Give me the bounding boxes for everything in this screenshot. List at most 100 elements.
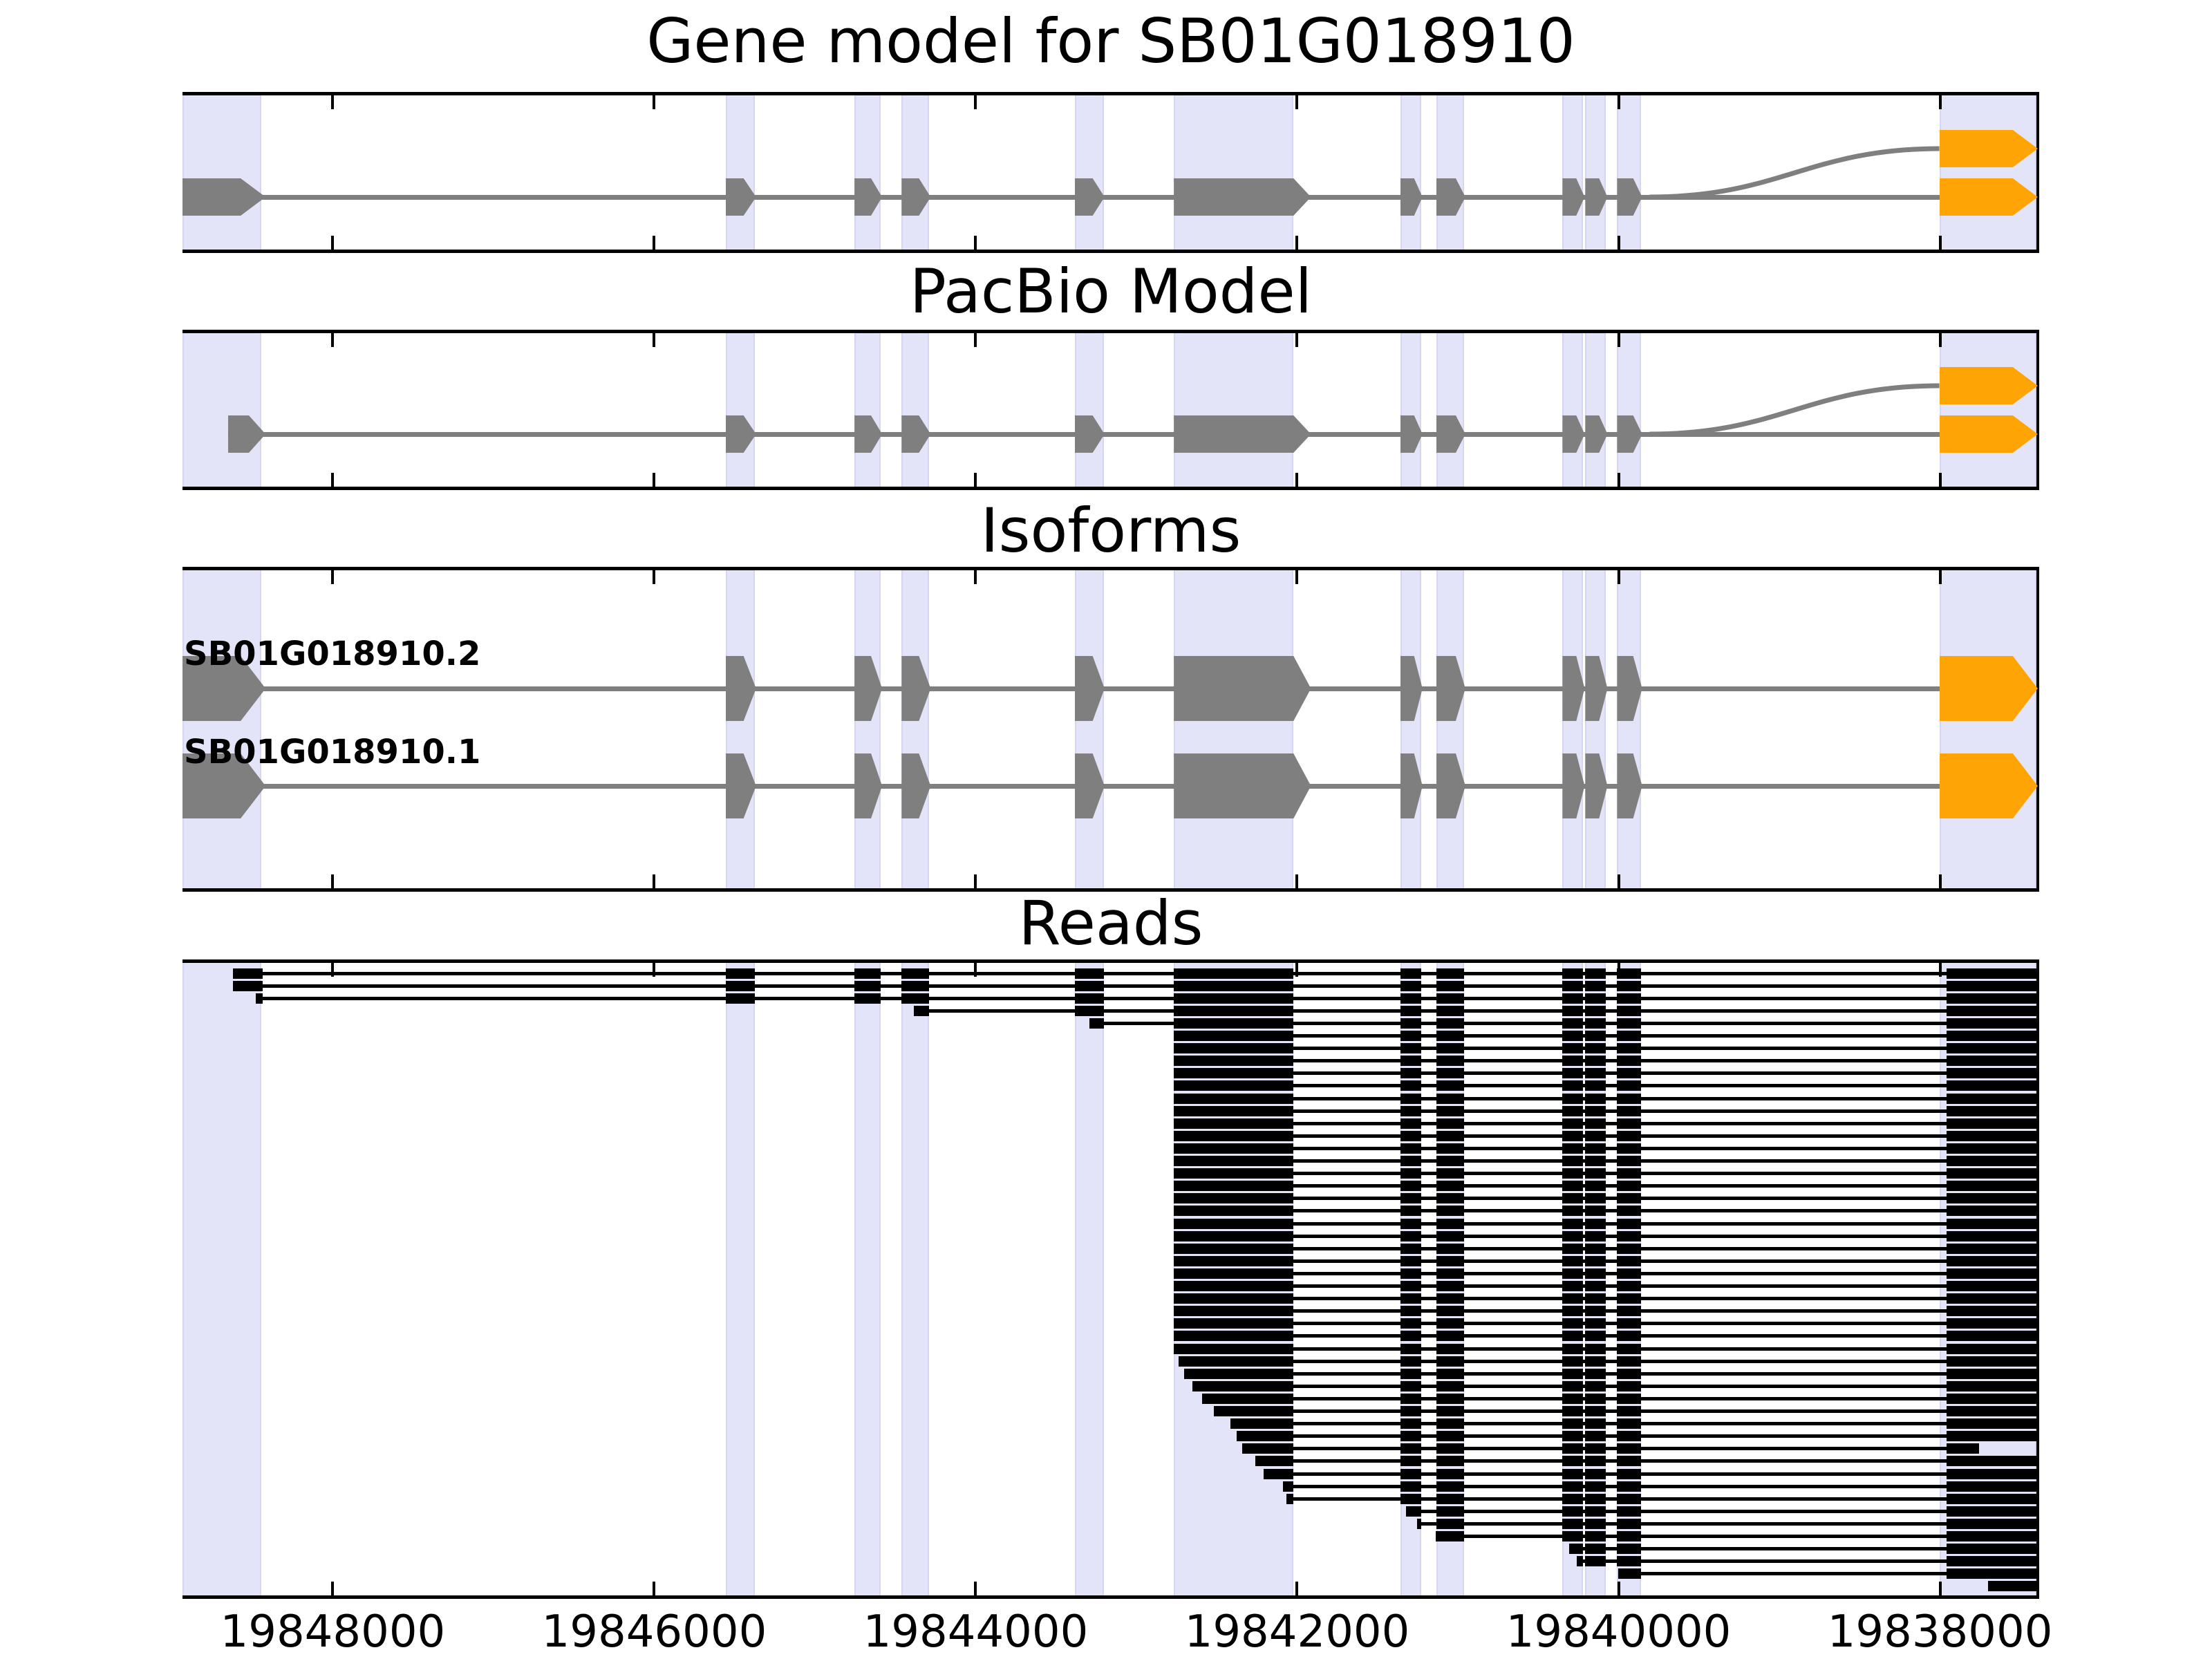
highlight-band <box>1174 333 1294 487</box>
read-exon-block <box>1946 1544 2037 1555</box>
read-exon-block <box>1585 1181 1606 1192</box>
read-exon-block <box>1562 1368 1584 1379</box>
axis-tick <box>974 236 977 250</box>
read-exon-block <box>1946 1481 2037 1492</box>
read-exon-block <box>1436 1181 1465 1192</box>
axis-tick-label: 19838000 <box>1827 1606 2053 1658</box>
read-exon-block <box>1174 1068 1294 1079</box>
read-exon-block <box>1562 1193 1584 1204</box>
read-exon-block <box>901 993 930 1004</box>
read-exon-block <box>1946 1255 2037 1266</box>
read-exon-block <box>1617 1255 1641 1266</box>
highlight-band <box>182 570 262 888</box>
read-exon-block <box>1585 1531 1606 1541</box>
read-exon-block <box>1174 1056 1294 1067</box>
read-exon-block <box>1562 1456 1584 1467</box>
read-exon-block <box>1585 1306 1606 1317</box>
read-exon-block <box>1617 1481 1641 1492</box>
read-exon-block <box>1577 1556 1584 1567</box>
highlight-band <box>854 570 881 888</box>
read-exon-block <box>1255 1456 1294 1467</box>
axis-tick <box>653 95 656 109</box>
read-exon-block <box>1617 1005 1641 1016</box>
read-exon-block <box>1400 1031 1421 1041</box>
read-exon-block <box>1400 1218 1421 1229</box>
read-exon-block <box>725 993 755 1004</box>
read-exon-block <box>1946 980 2037 991</box>
read-exon-block <box>1436 1168 1465 1179</box>
read-exon-block <box>1585 1018 1606 1029</box>
highlight-band <box>1617 95 1641 250</box>
read-exon-block <box>1562 1318 1584 1329</box>
read-line <box>233 984 2037 988</box>
read-exon-block <box>1617 1056 1641 1067</box>
read-exon-block <box>1946 1118 2037 1129</box>
read-exon-block <box>1617 980 1641 991</box>
read-line <box>1179 1359 2037 1363</box>
highlight-band <box>901 95 930 250</box>
read-exon-block <box>901 980 930 991</box>
read-exon-block <box>1436 1368 1465 1379</box>
read-exon-block <box>1230 1418 1294 1430</box>
exon-arrow <box>1174 178 1311 216</box>
read-exon-block <box>1617 1306 1641 1317</box>
read-line <box>1618 1572 2037 1576</box>
read-exon-block <box>1400 1130 1421 1141</box>
read-exon-block <box>1585 1406 1606 1416</box>
read-exon-block <box>1617 1556 1641 1567</box>
read-exon-block <box>1562 1080 1584 1091</box>
read-exon-block <box>1585 980 1606 991</box>
read-exon-block <box>1617 1293 1641 1304</box>
read-exon-block <box>1286 1493 1294 1504</box>
read-exon-block <box>1585 993 1606 1004</box>
isoform-label: SB01G018910.1 <box>184 733 481 771</box>
highlight-band <box>901 570 930 888</box>
read-exon-block <box>1585 1518 1606 1529</box>
read-exon-block <box>1617 1268 1641 1279</box>
highlight-band <box>1074 95 1104 250</box>
read-exon-block <box>1400 1105 1421 1116</box>
axis-tick <box>331 570 335 584</box>
axis-tick <box>1617 570 1620 584</box>
read-exon-block <box>1174 1243 1294 1254</box>
read-line <box>914 1009 2037 1013</box>
read-exon-block <box>1585 1230 1606 1241</box>
read-exon-block <box>1436 1306 1465 1317</box>
read-exon-block <box>1946 1193 2037 1204</box>
read-exon-block <box>1946 1230 2037 1241</box>
read-exon-block <box>1436 1518 1465 1529</box>
axis-tick <box>1295 333 1299 347</box>
exon-arrow <box>1174 415 1311 453</box>
read-exon-block <box>1617 1018 1641 1029</box>
read-exon-block <box>1074 968 1104 979</box>
highlight-band <box>182 963 262 1595</box>
read-exon-block <box>1562 1143 1584 1154</box>
read-exon-block <box>1400 968 1421 979</box>
read-exon-block <box>1617 1331 1641 1342</box>
read-exon-block <box>1585 1431 1606 1442</box>
read-exon-block <box>1174 1331 1294 1342</box>
read-exon-block <box>1436 1293 1465 1304</box>
read-exon-block <box>1400 1206 1421 1217</box>
read-exon-block <box>1617 1468 1641 1479</box>
read-exon-block <box>1617 1418 1641 1430</box>
read-exon-block <box>1237 1431 1294 1442</box>
axis-tick <box>1938 473 1942 487</box>
highlight-band <box>1617 570 1641 888</box>
read-exon-block <box>1946 1243 2037 1254</box>
read-exon-block <box>1400 1293 1421 1304</box>
read-exon-block <box>1174 1043 1294 1054</box>
highlight-band <box>182 95 262 250</box>
read-exon-block <box>1585 1068 1606 1079</box>
read-exon-block <box>1436 1005 1465 1016</box>
read-exon-block <box>1585 1093 1606 1104</box>
read-exon-block <box>1436 1068 1465 1079</box>
highlight-band <box>1436 95 1465 250</box>
read-exon-block <box>1562 1431 1584 1442</box>
read-exon-block <box>1174 1230 1294 1241</box>
axis-tick <box>331 333 335 347</box>
read-exon-block <box>1617 1105 1641 1116</box>
read-exon-block <box>233 968 263 979</box>
read-exon-block <box>256 993 263 1004</box>
